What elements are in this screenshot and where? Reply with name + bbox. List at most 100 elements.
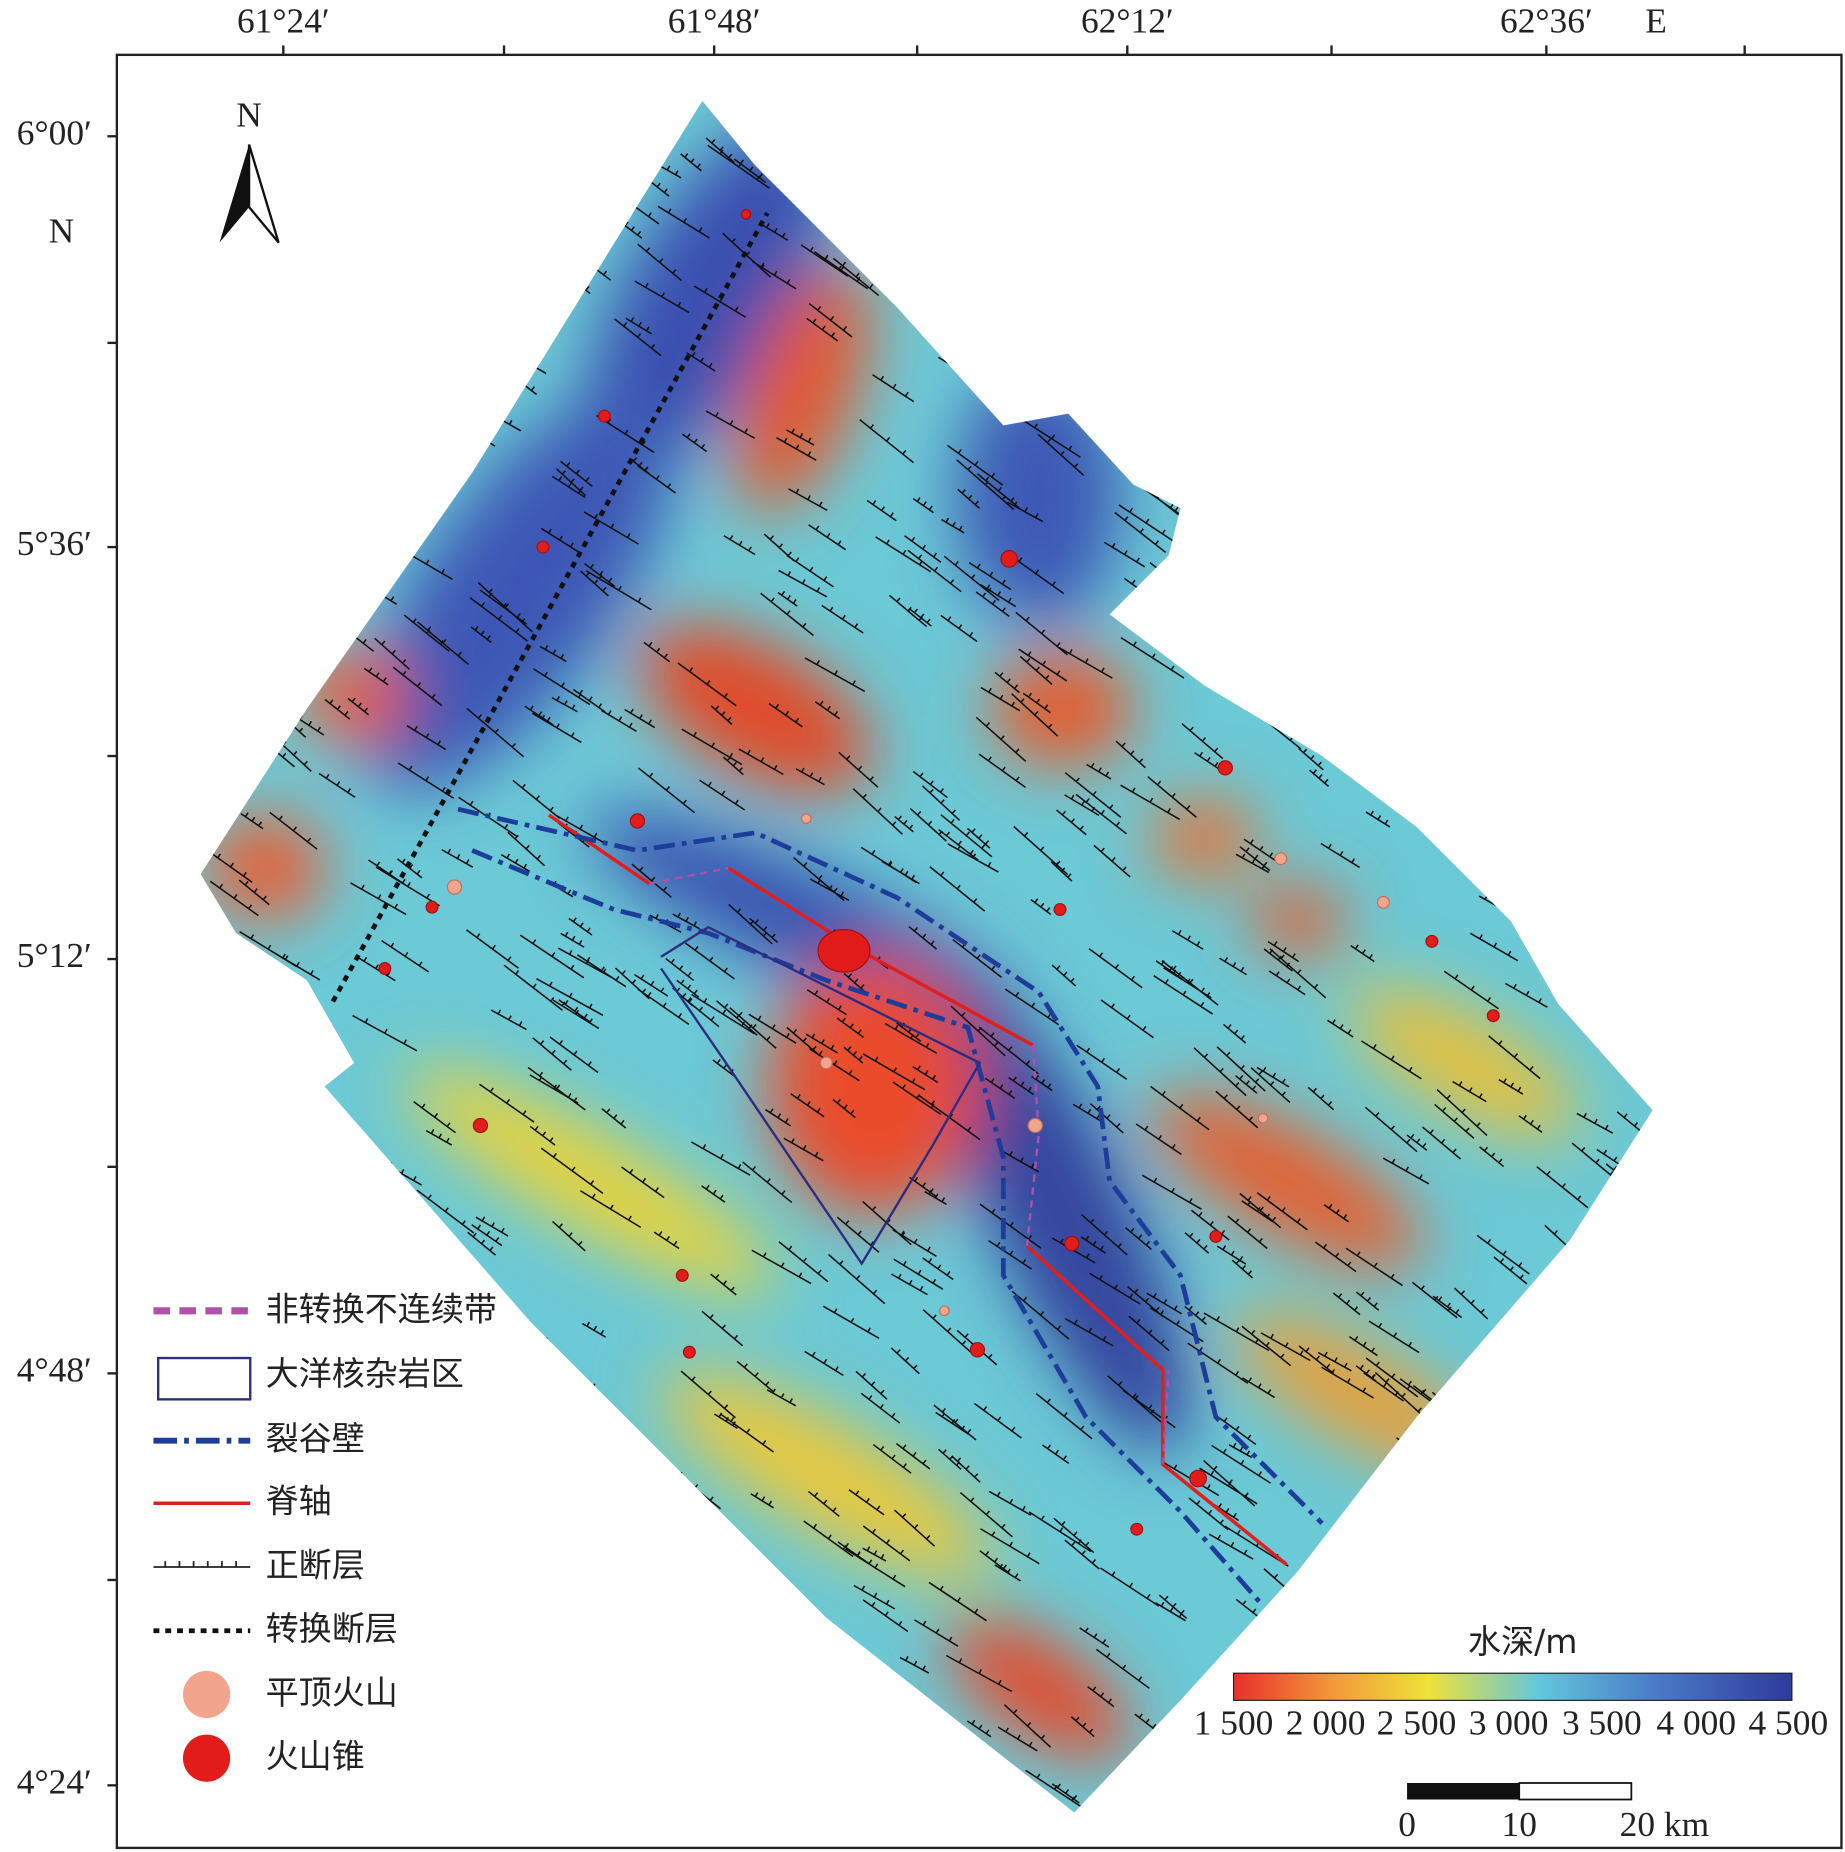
north-arrow	[219, 144, 280, 244]
legend-label: 裂谷壁	[266, 1419, 365, 1458]
legend-label: 正断层	[266, 1545, 365, 1584]
colorbar-tick: 4 000	[1656, 1702, 1736, 1742]
lat-label: 6°00′	[17, 112, 92, 152]
scale-label: 20 km	[1620, 1804, 1710, 1844]
colorbar-title: 水深/m	[1468, 1622, 1577, 1661]
map-path	[219, 144, 250, 243]
lon-label: 62°36′	[1500, 0, 1593, 40]
map-circle	[1376, 895, 1390, 909]
colorbar-tick: 3 000	[1469, 1702, 1549, 1742]
map-rect	[1407, 1782, 1520, 1800]
map-ellipse	[767, 956, 980, 1217]
frame-ticks	[107, 45, 1746, 1787]
legend-label: 大洋核杂岩区	[266, 1354, 464, 1393]
map-circle	[969, 1342, 986, 1358]
scale-label: 0	[1398, 1804, 1416, 1844]
map-path	[330, 211, 770, 1003]
map-ellipse	[1150, 797, 1258, 880]
map-ellipse	[956, 366, 1122, 627]
map-circle	[182, 1734, 231, 1782]
legend-label: 非转换不连续带	[266, 1289, 497, 1328]
map-ellipse	[817, 928, 871, 973]
map-circle	[1425, 934, 1439, 948]
structures	[330, 208, 1500, 1608]
map-ellipse	[1151, 1091, 1423, 1271]
lon-label: 61°24′	[237, 0, 330, 40]
lat-label: 4°24′	[17, 1761, 92, 1801]
legend-label: 平顶火山	[266, 1673, 398, 1712]
map-path	[649, 867, 1170, 1465]
map-circle	[682, 1345, 696, 1359]
map-ellipse	[660, 1371, 993, 1582]
map-circle	[819, 1056, 833, 1070]
colorbar-tick: 2 000	[1286, 1702, 1366, 1742]
map-circle	[1209, 1229, 1223, 1243]
map-circle	[536, 540, 550, 554]
map-circle	[1053, 902, 1067, 916]
colorbar-tick: 4 500	[1749, 1702, 1829, 1742]
lon-unit: E	[1645, 0, 1667, 40]
lon-label: 61°48′	[668, 0, 761, 40]
north-label: N	[236, 95, 262, 135]
scale-bar	[1407, 1782, 1633, 1801]
map-ellipse	[1348, 986, 1579, 1140]
map-circle	[675, 1268, 689, 1282]
map-ellipse	[991, 649, 1134, 768]
map-circle	[1000, 550, 1019, 568]
map-rect	[156, 1356, 252, 1401]
colorbar-tick: 3 500	[1562, 1702, 1642, 1742]
lon-label: 62°12′	[1081, 0, 1174, 40]
colorbar	[1232, 1672, 1793, 1701]
map-circle	[378, 962, 392, 975]
legend-label: 脊轴	[266, 1482, 332, 1521]
map-path	[153, 1561, 251, 1568]
map-ellipse	[206, 815, 325, 922]
legend-symbols	[153, 1307, 252, 1782]
map-circle	[939, 1305, 950, 1317]
map-path	[660, 925, 982, 1266]
map-circle	[629, 813, 646, 829]
map-circle	[740, 208, 752, 220]
map-path	[471, 848, 1265, 1608]
map-circle	[1257, 1113, 1269, 1124]
scale-label: 10	[1502, 1804, 1537, 1844]
map-circle	[472, 1117, 489, 1134]
legend-label: 转换断层	[266, 1609, 398, 1648]
map-circle	[182, 1670, 231, 1719]
lat-label: 5°12′	[17, 935, 92, 975]
map-circle	[1274, 852, 1288, 866]
map-circle	[1130, 1522, 1144, 1536]
map-ellipse	[585, 117, 832, 475]
group	[378, 208, 1500, 1536]
map-rect	[1518, 1782, 1633, 1801]
map-circle	[800, 813, 812, 824]
map-circle	[1189, 1469, 1207, 1488]
bathymetry	[200, 100, 1653, 1813]
lat-label: 5°36′	[17, 523, 92, 563]
map-frame	[115, 53, 1843, 1850]
map-circle	[1486, 1009, 1500, 1023]
colorbar-tick: 1 500	[1194, 1702, 1274, 1742]
map-circle	[597, 409, 611, 423]
map-circle	[446, 879, 463, 895]
map-circle	[1217, 760, 1233, 776]
map-path	[457, 806, 1324, 1525]
group: 61°24′ 61°48′ 62°12′ 62°36′ E 6°00′ 5°36′ 5°12′…	[17, 0, 1828, 1844]
map-path	[247, 144, 280, 244]
legend-label: 火山锥	[266, 1737, 365, 1776]
map-ellipse	[638, 622, 873, 795]
group	[446, 813, 1390, 1317]
colorbar-tick: 2 500	[1377, 1702, 1457, 1742]
map-ellipse	[363, 389, 676, 792]
map-circle	[425, 900, 439, 914]
lat-label: 4°48′	[17, 1350, 92, 1390]
group	[206, 117, 1579, 1761]
map-ellipse	[404, 1067, 776, 1295]
map-circle	[1064, 1235, 1080, 1252]
map-ellipse	[1251, 885, 1346, 957]
map-ellipse	[735, 266, 870, 514]
lat-unit: N	[49, 210, 75, 250]
map-circle	[1027, 1117, 1043, 1134]
